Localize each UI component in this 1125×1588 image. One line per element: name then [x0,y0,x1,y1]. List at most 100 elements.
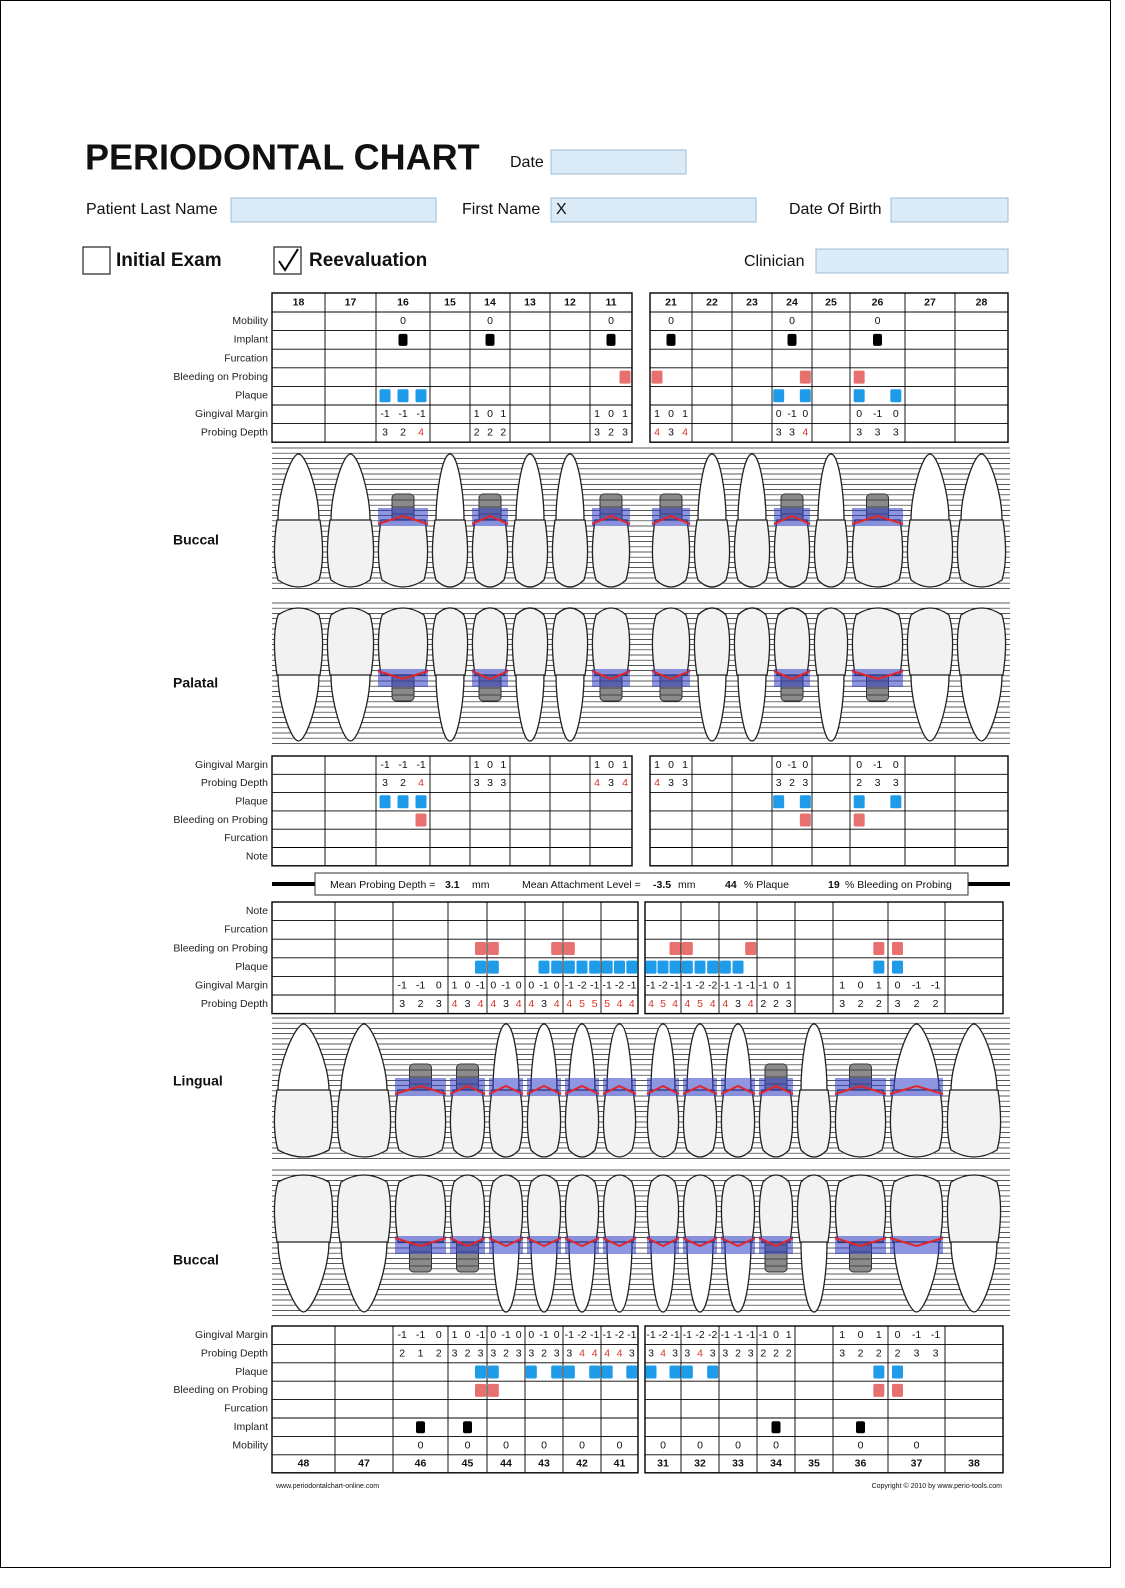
tooth-root [650,1023,676,1091]
tooth-crown [946,1174,1002,1243]
gingival-margin-value: -1 [416,979,425,991]
tooth-crown [693,607,731,676]
clinician-input[interactable] [815,248,1009,274]
probing-depth-value: 2 [789,777,795,789]
row-label: Plaque [235,796,268,808]
gingival-margin-value: -1 [912,979,921,991]
row-label: Plaque [235,389,268,401]
tooth-crown [813,607,849,676]
gingival-margin-value: 0 [802,759,808,771]
first-name-input[interactable] [550,197,757,223]
gum-line [720,1237,756,1248]
gum-line [488,1237,524,1248]
clinician-label: Clinician [744,253,804,270]
gum-line [682,1237,718,1248]
plaque-marker [551,960,563,974]
dob-input[interactable] [890,197,1009,223]
plaque-marker [694,960,706,974]
probing-depth-value: 3 [629,1347,635,1359]
row-label: Furcation [224,924,268,936]
tooth-number: 46 [415,1458,427,1470]
gingival-margin-value: 0 [465,1329,471,1341]
plaque-marker [415,389,427,403]
plaque-marker [397,795,409,809]
gingival-margin-value: 0 [608,759,614,771]
probing-depth-value: 3 [710,1347,716,1359]
summary-value: 3.1 [445,879,460,891]
probing-depth-value: 4 [622,777,628,789]
plaque-marker [890,389,902,403]
summary-label: Mean Attachment Level = [522,879,641,891]
tooth-crown [273,1089,334,1158]
probing-depth-value: 4 [617,1347,623,1359]
tooth-root [800,1241,828,1313]
teeth-row [273,1174,1002,1313]
tooth-root [737,453,767,521]
last-name-input[interactable] [230,197,437,223]
probing-depth-value: 3 [748,1347,754,1359]
tooth-crown [693,519,731,588]
mobility-value: 0 [914,1439,920,1451]
gingival-margin-value: -1 [416,759,425,771]
summary-unit: mm [678,879,696,891]
row-label: Implant [234,334,269,346]
implant-marker [666,333,676,346]
plaque-marker [853,389,865,403]
implant-marker [463,1421,472,1434]
implant-marker [856,1421,865,1434]
gingival-margin-value: 0 [668,759,674,771]
bleeding-marker [853,370,865,384]
mobility-value: 0 [400,315,406,327]
tooth-number: 22 [706,296,718,308]
tooth-crown [773,519,811,588]
tooth-crown [682,1089,718,1158]
tooth-crown [471,607,509,676]
probing-depth-value: 4 [418,777,424,789]
tooth-crown [906,519,954,588]
plaque-marker [379,389,391,403]
mobility-value: 0 [773,1439,779,1451]
probing-depth-value: 4 [452,998,458,1010]
row-label: Furcation [224,352,268,364]
plaque-marker [707,960,719,974]
gingival-margin-value: 0 [802,408,808,420]
plaque-marker [576,960,588,974]
gingival-margin-value: -1 [931,979,940,991]
gingival-margin-value: -2 [708,1329,717,1341]
probing-depth-value: 3 [722,1347,728,1359]
gum-line [526,1237,562,1248]
gum-line [564,1237,600,1248]
probing-depth-value: 2 [773,998,779,1010]
row-label: Probing Depth [201,777,268,789]
initial-exam-checkbox[interactable] [82,246,111,275]
tooth-number: 18 [293,296,305,308]
probing-depth-value: 4 [648,998,654,1010]
tooth-root [724,1023,752,1091]
bleeding-marker [487,1383,499,1397]
tooth-crown [336,1174,392,1243]
row-label: Bleeding on Probing [173,942,268,954]
gingival-margin-value: -2 [615,1329,624,1341]
probing-depth-value: 2 [487,427,493,439]
probing-depth-value: 4 [579,1347,585,1359]
plaque-marker [773,795,785,809]
implant-marker [771,1421,781,1434]
plaque-marker [681,960,693,974]
tooth-crown [646,1089,680,1158]
probing-depth-value: 3 [893,777,899,789]
tooth-root [800,1023,828,1091]
gum-line [682,1084,718,1095]
gingival-margin-value: -1 [590,1329,599,1341]
gum-line [394,1237,447,1248]
probing-depth-value: 4 [654,777,660,789]
tooth-number: 27 [924,296,936,308]
date-input[interactable] [550,149,687,175]
tooth-crown [851,519,904,588]
gingival-margin-value: -2 [708,979,717,991]
footer-left: www.periodontalchart-online.com [275,1483,379,1490]
gingival-margin-value: 1 [786,979,792,991]
footer-right: Copyright © 2010 by www.perio-tools.com [872,1482,1003,1490]
plaque-marker [397,389,409,403]
tooth-number: 37 [911,1458,923,1470]
probing-depth-value: 2 [858,998,864,1010]
